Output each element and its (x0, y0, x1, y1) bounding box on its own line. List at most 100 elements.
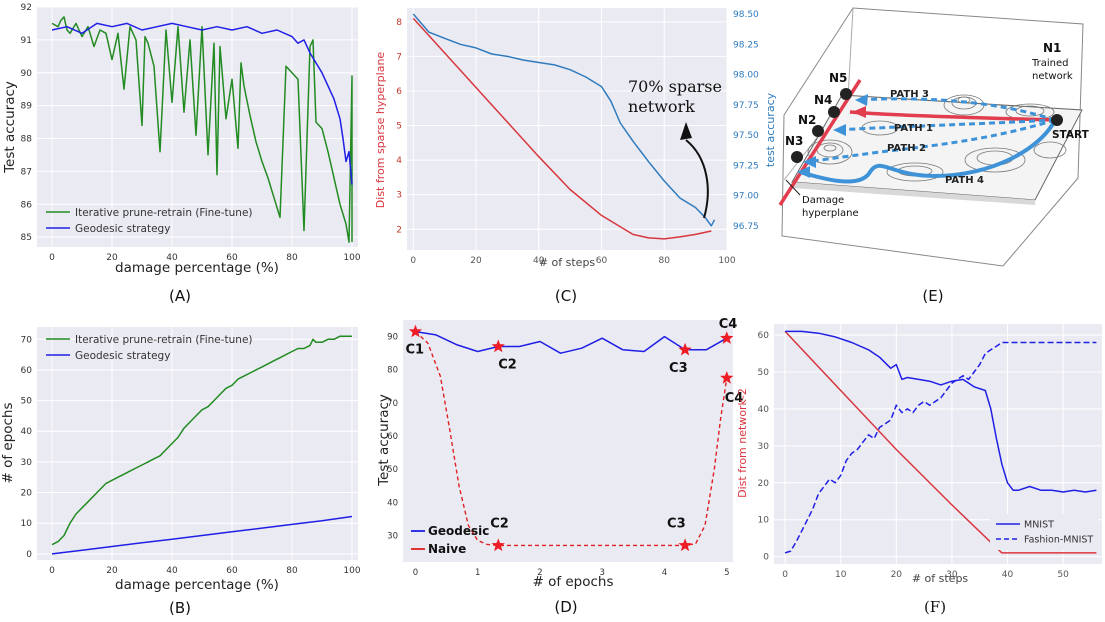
plot-background (37, 327, 358, 560)
y-tick-label: 10 (21, 519, 33, 529)
tick-layer: 0 20 40 60 80 100 0 10 20 30 40 50 60 70 (21, 335, 361, 576)
legend: Iterative prune-retrain (Fine-tune) Geod… (46, 334, 253, 362)
tick-layer: 0 20 40 60 80 100 2 3 4 5 6 7 8 96.75 97.00 97.25 97.50 9… (396, 10, 759, 266)
path-4-line (799, 119, 1057, 184)
panel-label-a: (A) (169, 287, 191, 305)
landscape-edge (792, 182, 1035, 205)
legend: MNIST Fashion-MNIST (990, 514, 1098, 550)
y-tick-label: 40 (21, 427, 33, 437)
grid (407, 8, 728, 250)
node-label-n1: N1 (1043, 41, 1061, 55)
series-layer (408, 324, 734, 552)
x-tick-label: 60 (226, 253, 238, 263)
x-tick-label: 60 (226, 566, 238, 576)
node-n2 (812, 125, 824, 137)
point-marker-c4 (720, 331, 734, 344)
y-axis-label: Test accuracy (376, 394, 392, 487)
node-n4 (828, 106, 840, 118)
legend: Geodesic Naive (411, 524, 489, 556)
x-tick-label: 0 (413, 568, 418, 578)
y-tick-label: 8 (396, 18, 402, 28)
legend-label-geodesic: Geodesic strategy (75, 223, 170, 235)
y-tick-label: 4 (396, 156, 402, 166)
path-arrowheads (797, 94, 868, 178)
y-right-tick-label: 97.75 (733, 101, 759, 111)
y-right-tick-label: 96.75 (733, 222, 759, 232)
path-1-line (835, 118, 1056, 132)
y-tick-label: 90 (21, 69, 33, 79)
y-tick-label: 86 (21, 200, 33, 210)
annotation-line-1: 70% sparse (628, 77, 722, 96)
y-tick-label: 90 (387, 333, 398, 343)
path-3-label: PATH 3 (890, 89, 929, 100)
panel-label-f: (F) (924, 598, 946, 616)
panel-label-b: (B) (169, 599, 191, 617)
x-axis-label: # of epochs (532, 574, 613, 590)
y-axis-label: # of epochs (0, 402, 16, 483)
series-line-naive (415, 331, 728, 547)
x-axis-label: # of steps (912, 572, 969, 585)
y-tick-label: 6 (396, 87, 402, 97)
x-axis-label: damage percentage (%) (115, 260, 279, 276)
y-tick-label: 60 (758, 331, 770, 341)
series-line-iterative-prune-retrain-fine-tune- (51, 335, 352, 546)
point-label-c2: C2 (490, 516, 509, 531)
point-marker-c4 (720, 371, 734, 384)
y-axis-label-left: Dist from sparse hyperplane (374, 52, 387, 209)
x-tick-label: 40 (533, 256, 545, 266)
series-layer (412, 13, 716, 240)
x-tick-label: 2 (537, 568, 542, 578)
x-tick-label: 20 (470, 256, 482, 266)
x-tick-label: 40 (166, 253, 178, 263)
series-line-dist-red- (784, 330, 1097, 554)
x-axis-label: damage percentage (%) (115, 577, 279, 593)
y-tick-label: 20 (21, 489, 33, 499)
chart-a: 0 20 40 60 80 100 85 86 87 88 89 90 91 92 damage perc… (2, 3, 361, 305)
hyperplane-pointer (785, 179, 801, 196)
legend-label-naive: Naive (428, 542, 466, 556)
y-tick-label: 20 (758, 479, 770, 489)
y-tick-label: 87 (21, 167, 32, 177)
series-line-fashion-mnist (784, 341, 1097, 554)
path-red-arrowhead (852, 106, 866, 118)
path-red (849, 110, 1056, 122)
path-3-line (857, 97, 1056, 122)
y-tick-label: 5 (396, 122, 402, 132)
series-line-iterative-prune-retrain-fine-tune- (51, 16, 353, 243)
point-labels: C1 C2 C3 C4 C2 C3 C4 (405, 317, 743, 531)
start-label: START (1052, 129, 1090, 141)
legend-label-geodesic: Geodesic (428, 524, 489, 538)
y-tick-label: 80 (387, 366, 398, 376)
x-tick-label: 40 (166, 566, 178, 576)
panel-label-e: (E) (922, 287, 943, 305)
y-tick-label: 85 (21, 233, 32, 243)
point-label-c3: C3 (667, 516, 686, 531)
x-tick-label: 20 (891, 570, 903, 580)
x-tick-label: 0 (49, 253, 55, 263)
chart-c: 0 20 40 60 80 100 2 3 4 5 6 7 8 96.75 97.00 97.25 97.50 9… (374, 8, 777, 305)
x-tick-label: 20 (106, 566, 118, 576)
x-tick-label: 4 (662, 568, 667, 578)
series-line-test-accuracy (412, 13, 716, 227)
x-tick-label: 100 (343, 566, 360, 576)
y-right-tick-label: 98.00 (733, 71, 759, 81)
series-layer (51, 335, 353, 555)
point-marker-c3 (678, 538, 692, 552)
plot-background (403, 320, 733, 562)
point-label-c4: C4 (719, 317, 738, 332)
chart-d: 0 1 2 3 4 5 30 40 50 60 70 80 90 C1 C2 C3 C4 C2 C3 C4 # of… (376, 317, 743, 616)
y-right-tick-label: 97.25 (733, 161, 759, 171)
y-tick-label: 50 (758, 368, 770, 378)
x-tick-label: 0 (782, 570, 788, 580)
annotation-arrow (685, 139, 709, 219)
series-layer (51, 16, 353, 243)
y-right-tick-label: 97.50 (733, 131, 759, 141)
point-label-c2: C2 (498, 358, 517, 373)
y-tick-label: 70 (21, 335, 33, 345)
x-tick-label: 20 (106, 253, 118, 263)
x-tick-label: 50 (1057, 570, 1069, 580)
y-tick-label: 2 (396, 225, 402, 235)
y-tick-label: 0 (26, 550, 32, 560)
y-tick-label: 0 (763, 553, 769, 563)
plot-background (407, 8, 727, 250)
